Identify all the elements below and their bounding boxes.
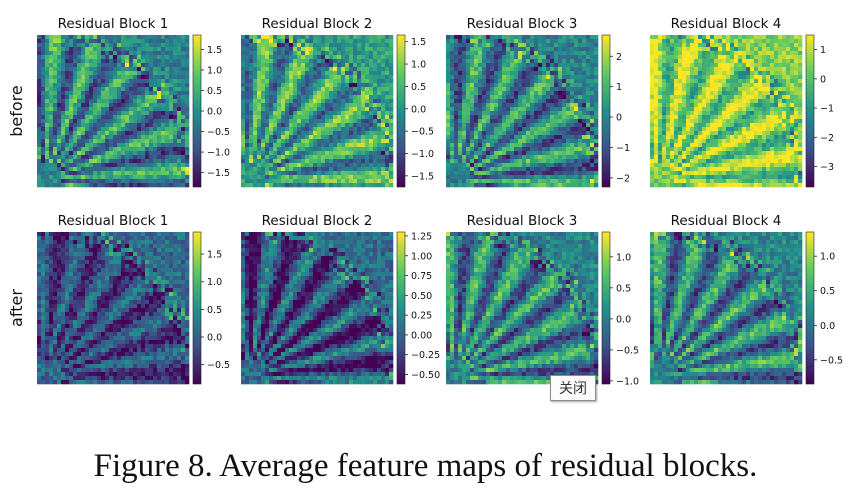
colorbar-tick-label: −2	[820, 133, 834, 144]
colorbar-tick-label: 0.5	[616, 283, 631, 294]
colorbar-tick-label: 0.0	[207, 107, 222, 118]
colorbar	[805, 231, 815, 385]
panel-before-3: Residual Block 3 2 1 0 −1 −2	[446, 16, 630, 188]
colorbar-tick-label: 0.25	[411, 311, 432, 322]
colorbar-tick-label: 0	[820, 74, 826, 85]
row-label-after: after	[7, 289, 26, 327]
colorbar-tick-label: −0.50	[411, 370, 440, 381]
panel-title: Residual Block 3	[467, 16, 578, 32]
colorbar-tick-label: 1.5	[207, 45, 222, 56]
feature-map-image	[37, 232, 190, 385]
colorbar-tick-label: 1.0	[207, 65, 222, 76]
colorbar	[192, 34, 202, 188]
colorbar-tick-label: −2	[616, 173, 630, 184]
colorbar-tick-label: 0.0	[616, 314, 631, 325]
colorbar-tick-label: 0.5	[820, 286, 835, 297]
panel-before-2: Residual Block 2 1.5 1.0 0.5 0.0 −0.5 −1.0 −1.5	[241, 16, 434, 188]
colorbar-tick-label: −1.5	[207, 168, 230, 179]
colorbar-tick-label: 0.75	[411, 271, 432, 282]
colorbar-tick-label: −0.25	[411, 350, 440, 361]
colorbar-tick-label: 1.25	[411, 231, 432, 242]
feature-map-image	[446, 232, 599, 385]
colorbar	[192, 231, 202, 385]
feature-map-image	[37, 35, 190, 188]
colorbar-tick-label: 0.00	[411, 330, 432, 341]
colorbar-tick-label: −1.0	[616, 376, 639, 387]
colorbar-tick-label: 0.50	[411, 291, 432, 302]
panel-title: Residual Block 2	[262, 16, 373, 32]
panel-title: Residual Block 1	[58, 213, 169, 229]
panel-title: Residual Block 2	[262, 213, 373, 229]
feature-map-image	[446, 35, 599, 188]
colorbar-tick-label: 2	[616, 52, 622, 63]
colorbar-tick-label: 0.0	[820, 321, 835, 332]
colorbar-tick-label: −0.5	[616, 345, 639, 356]
figure-caption: Figure 8. Average feature maps of residu…	[93, 448, 758, 484]
panel-title: Residual Block 4	[671, 213, 782, 229]
colorbar-tick-label: −0.5	[820, 355, 843, 366]
panel-title: Residual Block 4	[671, 16, 782, 32]
colorbar-tick-label: 0.0	[411, 104, 426, 115]
colorbar-tick-label: −1.5	[411, 171, 434, 182]
colorbar-tick-label: −1	[820, 104, 834, 115]
colorbar-tick-label: 1.0	[616, 252, 631, 263]
close-tooltip[interactable]: 关闭	[550, 375, 596, 401]
feature-map-image	[241, 35, 394, 188]
colorbar-tick-label: 0	[616, 113, 622, 124]
panel-after-1: Residual Block 1 1.5 1.0 0.5 0.0 −0.5	[37, 213, 230, 385]
colorbar-tick-label: 1.00	[411, 251, 432, 262]
panel-title: Residual Block 3	[467, 213, 578, 229]
panel-after-4: Residual Block 4 1.0 0.5 0.0 −0.5	[650, 213, 843, 385]
panel-after-3: Residual Block 3 1.0 0.5 0.0 −0.5 −1.0	[446, 213, 639, 387]
panel-after-2: Residual Block 2 1.25 1.00 0.75 0.50 0.25 0.00…	[241, 213, 440, 385]
colorbar-tick-label: −3	[820, 162, 834, 173]
panel-title: Residual Block 1	[58, 16, 169, 32]
panel-before-1: Residual Block 1 1.5 1.0 0.5 0.0 −0.5 −1.0 −1.5	[37, 16, 230, 188]
feature-map-image	[241, 232, 394, 385]
colorbar-tick-label: 1	[616, 82, 622, 93]
colorbar-tick-label: 1	[820, 45, 826, 56]
colorbar-tick-label: −0.5	[207, 127, 230, 138]
colorbar	[601, 34, 611, 188]
colorbar-tick-label: −1	[616, 143, 630, 154]
colorbar-tick-label: 1.5	[411, 37, 426, 48]
colorbar-tick-label: 0.5	[207, 305, 222, 316]
colorbar-tick-label: 1.5	[207, 250, 222, 261]
colorbar-tick-label: −1.0	[411, 149, 434, 160]
colorbar	[396, 34, 406, 188]
colorbar	[805, 34, 815, 188]
colorbar-tick-label: −1.0	[207, 148, 230, 159]
colorbar-tick-label: 1.0	[411, 60, 426, 71]
colorbar-tick-label: 0.0	[207, 333, 222, 344]
colorbar-tick-label: 1.0	[207, 277, 222, 288]
colorbar-tick-label: 0.5	[207, 86, 222, 97]
feature-map-image	[650, 232, 803, 385]
colorbar-tick-label: 0.5	[411, 82, 426, 93]
feature-map-image	[650, 35, 803, 188]
feature-map-figure: before Residual Block 1 1.5 1.0 0.5 0.0 −0.5 −1…	[7, 16, 843, 387]
colorbar-tick-label: 1.0	[820, 252, 835, 263]
colorbar-tick-label: −0.5	[207, 360, 230, 371]
panel-before-4: Residual Block 4 1 0 −1 −2 −3	[650, 16, 834, 188]
row-label-before: before	[7, 85, 26, 137]
colorbar	[601, 231, 611, 385]
colorbar	[396, 231, 406, 385]
colorbar-tick-label: −0.5	[411, 127, 434, 138]
